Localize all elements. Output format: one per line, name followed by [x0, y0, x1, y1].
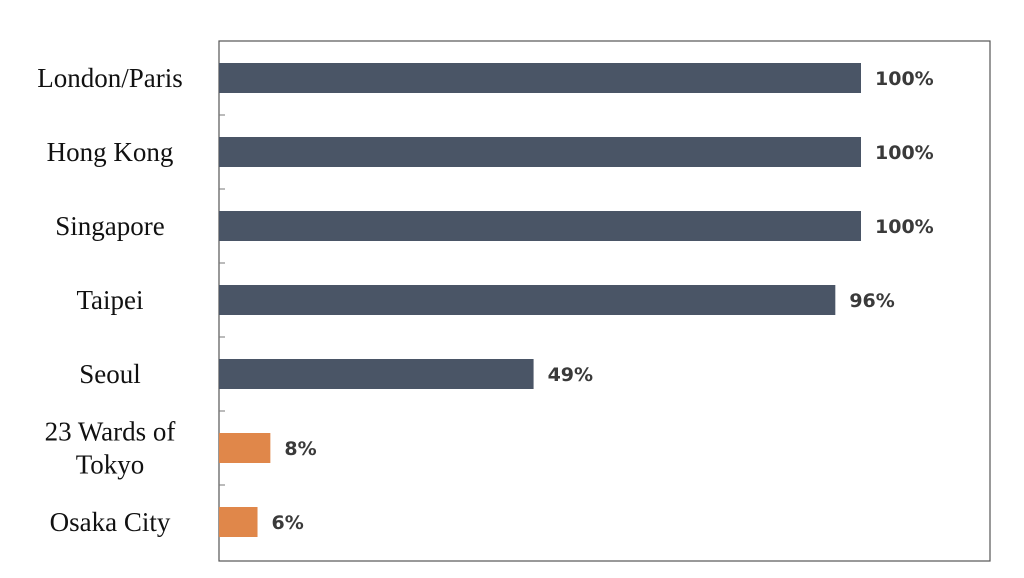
value-label: 8% — [284, 438, 316, 460]
value-label: 6% — [272, 512, 304, 534]
bar — [219, 507, 258, 537]
bars — [219, 63, 861, 537]
value-label: 100% — [875, 216, 934, 238]
category-label: London/Paris — [37, 63, 183, 93]
category-label: 23 Wards of — [45, 417, 176, 447]
value-label: 100% — [875, 68, 934, 90]
category-label: Taipei — [76, 285, 143, 315]
bar — [219, 137, 861, 167]
category-label: Seoul — [79, 359, 141, 389]
category-label: Hong Kong — [47, 137, 174, 167]
bar — [219, 211, 861, 241]
category-label: Tokyo — [76, 450, 145, 480]
category-labels: London/Paris Hong Kong Singapore Taipei Seou… — [37, 63, 183, 537]
bar — [219, 359, 534, 389]
value-label: 100% — [875, 142, 934, 164]
category-label: Singapore — [55, 211, 164, 241]
axis-ticks — [219, 114, 225, 486]
category-label: Osaka City — [50, 507, 171, 537]
bar — [219, 63, 861, 93]
bar — [219, 433, 271, 463]
bar — [219, 285, 836, 315]
value-label: 96% — [849, 290, 894, 312]
value-labels: 100% 100% 100% 96% 49% 8% 6% — [272, 68, 934, 534]
value-label: 49% — [548, 364, 593, 386]
